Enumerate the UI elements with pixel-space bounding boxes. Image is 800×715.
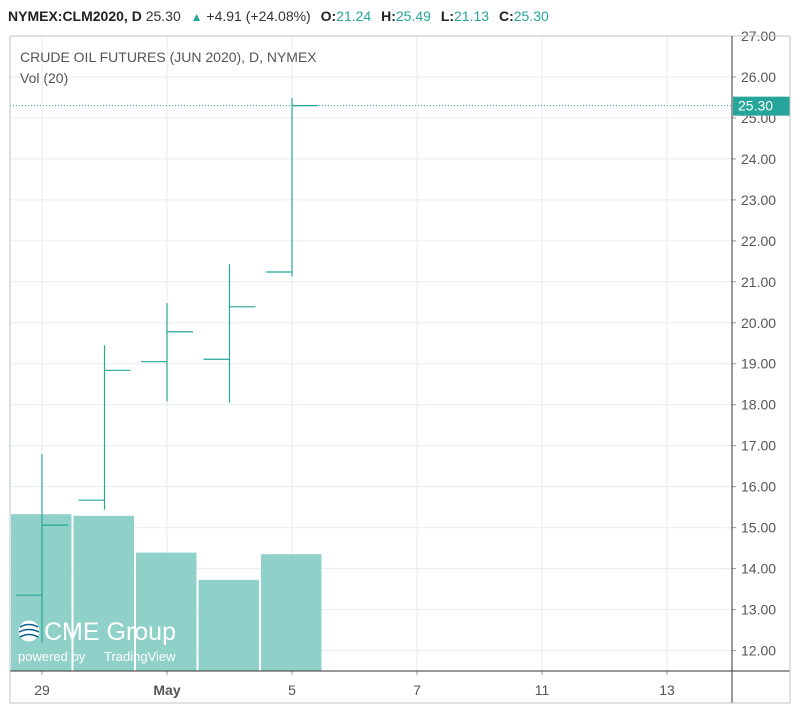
x-tick-label: 29 — [34, 682, 50, 698]
y-tick-label: 20.00 — [741, 315, 776, 331]
cme-globe-icon — [18, 620, 40, 642]
y-tick-label: 21.00 — [741, 274, 776, 290]
low-label: L: — [440, 8, 455, 24]
x-tick-label: 11 — [535, 682, 550, 698]
x-tick-label: 7 — [413, 682, 421, 698]
x-tick-label: 5 — [288, 682, 296, 698]
ohlc-bar[interactable] — [141, 303, 193, 402]
close-label: C: — [498, 8, 514, 24]
y-tick-label: 14.00 — [741, 561, 776, 577]
last-price: 25.30 — [145, 8, 181, 24]
chart-title: CRUDE OIL FUTURES (JUN 2020), D, NYMEX — [20, 49, 317, 65]
chart-frame — [9, 35, 791, 704]
volume-bar — [136, 552, 197, 671]
open-value: 21.24 — [336, 8, 372, 24]
symbol-header: NYMEX:CLM2020, D 25.30 ▲ +4.91 (+24.08%)… — [8, 8, 549, 30]
y-tick-label: 18.00 — [741, 397, 776, 413]
ohlc-bar[interactable] — [203, 264, 256, 403]
last-price-tag — [733, 96, 790, 116]
high-value: 25.49 — [395, 8, 431, 24]
symbol-label: NYMEX:CLM2020, D — [8, 8, 142, 24]
x-tick-label: May — [153, 682, 180, 698]
y-tick-label: 24.00 — [741, 151, 776, 167]
close-value: 25.30 — [513, 8, 549, 24]
y-tick-label: 26.00 — [741, 69, 776, 85]
tradingview-link[interactable]: TradingView — [104, 649, 176, 664]
y-tick-label: 23.00 — [741, 192, 776, 208]
high-label: H: — [381, 8, 396, 24]
price-change: +4.91 (+24.08%) — [206, 8, 311, 24]
volume-legend: Vol (20) — [20, 70, 68, 86]
time-axis[interactable]: 29 May 5 7 11 13 — [34, 671, 675, 698]
y-tick-label: 13.00 — [741, 602, 776, 618]
volume-bar — [261, 554, 322, 671]
volume-bar — [73, 515, 134, 671]
powered-by-text: powered by — [18, 649, 86, 664]
volume-bars — [11, 514, 322, 671]
volume-bar — [198, 579, 259, 671]
y-tick-label: 16.00 — [741, 479, 776, 495]
low-value: 21.13 — [454, 8, 490, 24]
last-price-tag-label: 25.30 — [738, 98, 773, 114]
y-tick-label: 15.00 — [741, 520, 776, 536]
y-tick-label: 22.00 — [741, 233, 776, 249]
price-axis[interactable]: 12.00 13.00 14.00 15.00 16.00 17.00 18.00 19.00… — [732, 28, 790, 659]
open-label: O: — [320, 8, 337, 24]
up-arrow-icon: ▲ — [190, 10, 203, 24]
ohlc-bar[interactable] — [16, 453, 68, 643]
x-tick-label: 13 — [659, 682, 675, 698]
ohlc-bar[interactable] — [78, 345, 131, 510]
y-tick-label: 12.00 — [741, 643, 776, 659]
cme-group-logo: CME Group powered by TradingView — [18, 618, 176, 664]
y-tick-label: 19.00 — [741, 356, 776, 372]
ohlc-bars — [16, 97, 318, 643]
logo-text: CME Group — [44, 618, 176, 646]
volume-bar — [11, 514, 72, 671]
y-tick-label: 17.00 — [741, 438, 776, 454]
ohlc-bar[interactable] — [266, 97, 318, 277]
